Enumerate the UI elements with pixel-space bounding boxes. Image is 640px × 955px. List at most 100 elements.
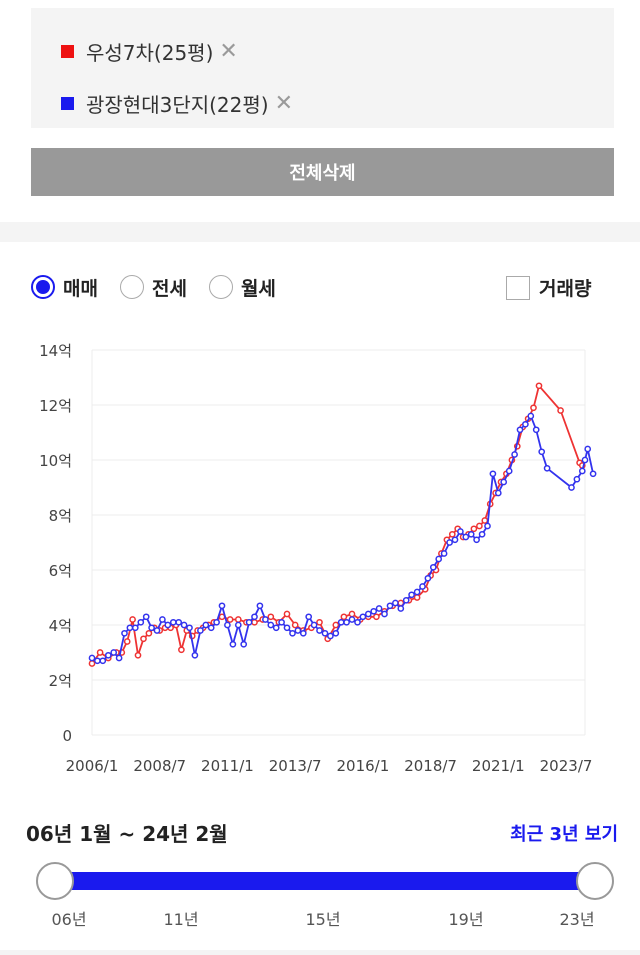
data-point-1 bbox=[234, 621, 242, 629]
range-slider-track[interactable] bbox=[55, 872, 595, 890]
radio-label: 매매 bbox=[63, 277, 98, 300]
data-point-1 bbox=[99, 657, 107, 665]
data-point-1 bbox=[159, 616, 166, 623]
data-point-1 bbox=[272, 624, 280, 632]
radio-label: 전세 bbox=[151, 277, 187, 300]
y-tick-label: 6억 bbox=[49, 562, 72, 580]
data-point-1 bbox=[332, 629, 340, 637]
data-point-1 bbox=[413, 588, 421, 596]
volume-checkbox[interactable] bbox=[506, 275, 530, 300]
data-point-1 bbox=[473, 536, 480, 544]
date-range-text: 06년 1월 ~ 24년 2월 bbox=[26, 822, 228, 846]
radio-jeonse[interactable]: 전세 bbox=[119, 274, 187, 301]
data-point-0 bbox=[316, 618, 323, 626]
data-point-1 bbox=[88, 654, 96, 662]
data-point-1 bbox=[94, 657, 101, 665]
volume-toggle[interactable]: 거래량 bbox=[506, 274, 591, 301]
range-slider-start-handle[interactable] bbox=[36, 862, 74, 900]
data-point-1 bbox=[229, 640, 237, 648]
data-point-1 bbox=[110, 649, 118, 656]
data-point-1 bbox=[207, 624, 215, 632]
data-point-1 bbox=[462, 533, 470, 541]
x-tick-label: 2016/1 bbox=[336, 757, 389, 775]
data-point-1 bbox=[589, 470, 597, 478]
data-point-1 bbox=[522, 420, 529, 428]
data-point-1 bbox=[581, 456, 589, 464]
data-point-1 bbox=[213, 618, 220, 626]
data-point-0 bbox=[481, 517, 489, 524]
legend-box: 우성7차(25평) ✕ 광장현대3단지(22평) ✕ bbox=[31, 8, 614, 128]
data-point-1 bbox=[131, 624, 139, 632]
data-point-1 bbox=[505, 467, 513, 475]
data-point-0 bbox=[348, 610, 356, 618]
x-tick-label: 2006/1 bbox=[66, 757, 119, 775]
data-point-1 bbox=[256, 602, 264, 610]
y-tick-label: 14억 bbox=[39, 342, 72, 360]
data-point-1 bbox=[267, 621, 275, 629]
slider-tick-label: 15년 bbox=[305, 910, 341, 929]
data-point-0 bbox=[234, 616, 242, 623]
data-point-1 bbox=[568, 484, 575, 491]
data-point-0 bbox=[134, 651, 142, 659]
x-tick-label: 2011/1 bbox=[201, 757, 254, 775]
data-point-1 bbox=[457, 528, 464, 535]
data-point-1 bbox=[299, 629, 307, 637]
data-point-1 bbox=[578, 467, 586, 475]
data-point-0 bbox=[291, 621, 299, 629]
y-tick-label: 2억 bbox=[49, 672, 72, 690]
x-tick-label: 2008/7 bbox=[133, 757, 186, 775]
data-point-0 bbox=[530, 404, 537, 412]
x-tick-label: 2023/7 bbox=[540, 757, 593, 775]
data-point-0 bbox=[476, 522, 483, 530]
data-point-1 bbox=[294, 627, 302, 634]
radio-selected-icon[interactable] bbox=[31, 275, 55, 299]
x-tick-label: 2013/7 bbox=[269, 757, 322, 775]
volume-label: 거래량 bbox=[539, 278, 592, 300]
data-point-1 bbox=[104, 651, 112, 659]
slider-tick-label: 23년 bbox=[559, 910, 595, 929]
radio-monthly-rent[interactable]: 월세 bbox=[208, 274, 276, 301]
bottom-divider bbox=[0, 950, 640, 955]
data-point-1 bbox=[240, 640, 248, 648]
radio-sale[interactable]: 매매 bbox=[31, 274, 98, 301]
data-point-1 bbox=[224, 621, 231, 629]
radio-unselected-icon[interactable] bbox=[208, 275, 233, 299]
data-point-1 bbox=[148, 624, 155, 632]
data-point-1 bbox=[126, 624, 134, 632]
data-point-0 bbox=[226, 616, 234, 623]
remove-icon[interactable]: ✕ bbox=[274, 90, 294, 116]
data-point-1 bbox=[197, 627, 204, 634]
y-tick-label: 8억 bbox=[49, 507, 72, 525]
data-point-1 bbox=[402, 596, 410, 604]
data-point-1 bbox=[251, 613, 258, 621]
data-point-0 bbox=[129, 616, 136, 623]
data-point-1 bbox=[489, 470, 497, 478]
data-point-1 bbox=[278, 618, 285, 626]
recent-3-years-link[interactable]: 최근 3년 보기 bbox=[510, 824, 618, 845]
data-point-1 bbox=[584, 445, 592, 453]
data-point-0 bbox=[140, 635, 147, 643]
data-point-1 bbox=[424, 574, 432, 582]
data-point-1 bbox=[516, 426, 524, 434]
x-tick-label: 2021/1 bbox=[472, 757, 525, 775]
delete-all-button[interactable]: 전체삭제 bbox=[31, 148, 614, 196]
data-point-1 bbox=[500, 478, 508, 486]
data-point-1 bbox=[381, 610, 388, 618]
data-point-1 bbox=[310, 621, 318, 629]
data-point-0 bbox=[283, 610, 291, 618]
data-point-1 bbox=[359, 613, 367, 621]
data-point-1 bbox=[484, 522, 491, 530]
data-point-1 bbox=[289, 629, 296, 637]
data-point-0 bbox=[535, 382, 543, 390]
data-point-1 bbox=[494, 489, 502, 497]
remove-icon[interactable]: ✕ bbox=[219, 38, 238, 64]
data-point-1 bbox=[137, 618, 145, 626]
data-point-1 bbox=[348, 616, 356, 623]
data-point-1 bbox=[354, 618, 361, 626]
radio-unselected-icon[interactable] bbox=[119, 275, 144, 299]
legend-item-usung7: 우성7차(25평) ✕ bbox=[61, 36, 238, 66]
data-point-1 bbox=[370, 607, 378, 615]
data-point-1 bbox=[245, 618, 253, 626]
range-slider-end-handle[interactable] bbox=[576, 862, 614, 900]
data-point-0 bbox=[96, 649, 104, 656]
